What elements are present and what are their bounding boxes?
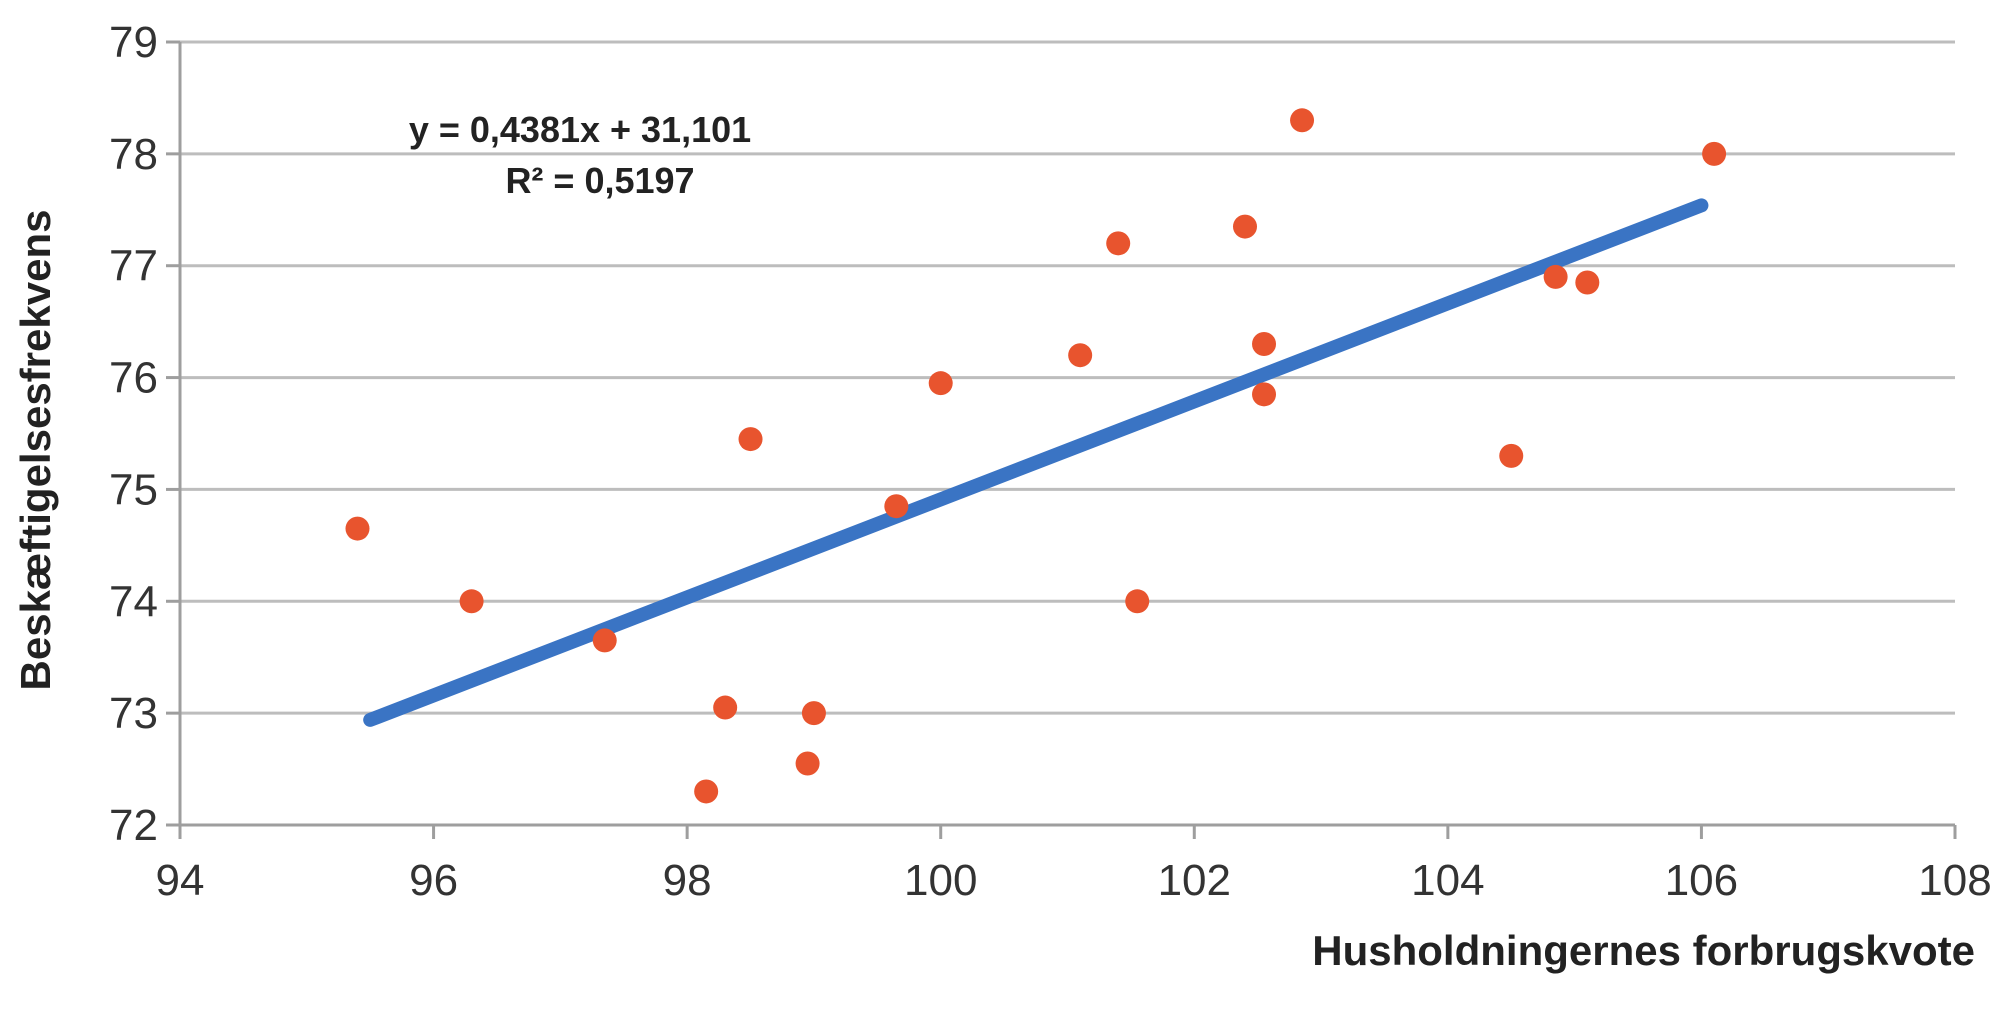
trendline [363,198,1709,727]
tick-labels: 72 73 74 75 76 77 78 79 94 96 98 100 102 104 106 108 [109,18,1992,905]
data-point [592,628,617,653]
data-point [1068,343,1093,368]
annotations: y = 0,4381x + 31,101 R² = 0,5197 Hushold… [12,109,1975,974]
y-tick-label: 72 [109,801,158,850]
y-tick-label: 75 [109,465,158,514]
data-point [1543,264,1568,289]
x-axis-title: Husholdningernes forbrugskvote [1312,927,1975,974]
data-point [1125,589,1150,614]
data-point [1106,231,1131,256]
data-point [884,494,909,519]
data-point [1499,443,1524,468]
x-tick-label: 102 [1158,856,1231,905]
data-point [345,516,370,541]
y-tick-label: 74 [109,577,158,626]
data-point [738,427,763,452]
x-tick-label: 104 [1411,856,1484,905]
data-point [1290,108,1315,133]
x-tick-label: 100 [904,856,977,905]
data-point [694,779,719,804]
x-tick-label: 98 [663,856,712,905]
y-tick-label: 78 [109,130,158,179]
data-points [345,108,1727,804]
data-point [1252,382,1277,407]
y-tick-label: 77 [109,242,158,291]
data-point [1575,270,1600,295]
data-point [1233,214,1257,239]
data-point [928,371,953,396]
data-point [1702,141,1727,166]
trendline-r-squared: R² = 0,5197 [505,160,694,201]
data-point [459,589,484,614]
data-point [801,701,826,726]
x-tick-label: 106 [1665,856,1738,905]
data-point [1252,332,1277,357]
trendline-equation: y = 0,4381x + 31,101 [409,109,751,150]
y-tick-label: 76 [109,354,158,403]
y-tick-label: 73 [109,689,158,738]
axes [166,40,1957,839]
trendline-group [363,198,1709,727]
x-tick-label: 94 [156,856,205,905]
x-tick-label: 108 [1918,856,1991,905]
data-point [795,751,820,776]
y-tick-label: 79 [109,18,158,67]
data-point [713,695,738,720]
y-axis-title: Beskæftigelsesfrekvens [12,210,59,691]
x-tick-label: 96 [409,856,458,905]
